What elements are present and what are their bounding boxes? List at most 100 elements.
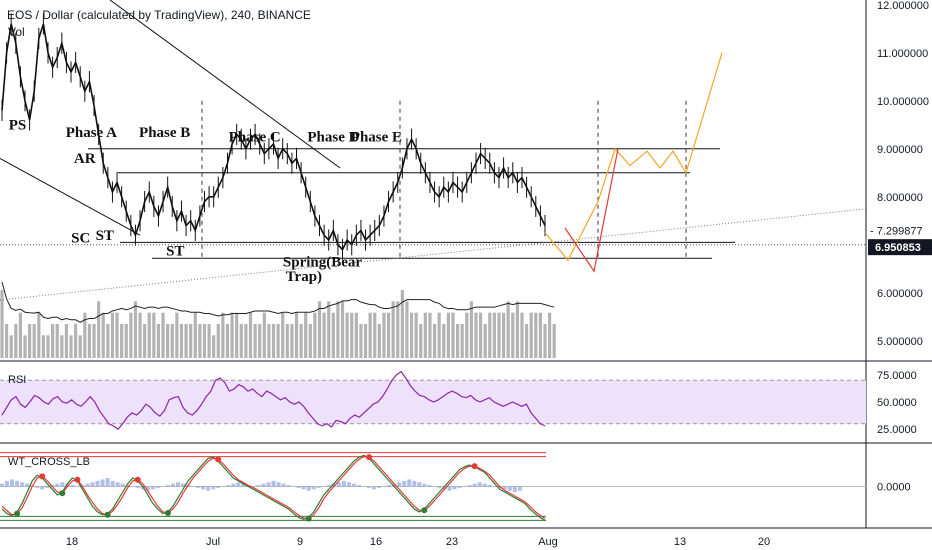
wt-histogram-bar [105, 478, 110, 487]
rsi-pane[interactable]: 75.0000 50.0000 25.0000 [0, 370, 917, 436]
volume-bar [308, 324, 312, 358]
wt-tick-label: 0.0000 [877, 482, 911, 494]
price-axis[interactable]: 12.000000 11.000000 10.000000 9.000000 8.000… [0, 0, 932, 529]
volume-bar [239, 324, 243, 358]
wt-histogram-bar [65, 483, 70, 487]
wt-histogram-bar [452, 486, 457, 490]
volume-bar [225, 324, 230, 358]
rsi-label: RSI [8, 374, 26, 386]
wt-histogram-bar [70, 485, 75, 487]
wt-histogram-bar [377, 486, 382, 488]
price-pane[interactable] [1, 13, 546, 261]
wt-histogram-bar [115, 482, 120, 487]
wt-histogram-bar [407, 479, 412, 487]
price-line [1, 23, 546, 251]
wt-histogram-bar [45, 486, 50, 488]
volume-bar [101, 312, 105, 358]
wt-histogram-bar [442, 486, 447, 490]
rsi-tick-label: 50.0000 [877, 397, 917, 409]
volume-bar [248, 312, 253, 358]
wt-histogram-bar [356, 485, 361, 487]
wt-histogram-bar [276, 482, 281, 487]
date-tick-label: 18 [66, 536, 78, 548]
wt-histogram-bar [316, 486, 321, 488]
date-tick-label: 9 [297, 536, 303, 548]
volume-bar [313, 312, 317, 358]
volume-bar [400, 290, 404, 358]
volume-bar [87, 324, 92, 358]
volume-bar [511, 312, 515, 358]
price-tick-label: 11.000000 [877, 48, 928, 60]
wt-histogram-bar [367, 486, 372, 488]
wt-cross-dot [74, 476, 81, 483]
volume-bar [106, 324, 110, 358]
volume-bar [46, 335, 50, 358]
volume-bar [423, 312, 427, 358]
wt-cross-pane[interactable]: 0.0000 [0, 452, 911, 522]
volume-bar [534, 312, 538, 358]
volume-bar [179, 324, 184, 358]
volume-bar [488, 312, 492, 358]
volume-bar [64, 324, 69, 358]
volume-bar [198, 324, 202, 358]
wt-histogram-bar [387, 485, 392, 487]
volume-bar [129, 312, 133, 358]
volume-bar [382, 312, 386, 358]
wt-histogram-bar [296, 486, 301, 488]
volume-bar [230, 312, 234, 358]
wt-histogram-bar [326, 485, 331, 487]
volume-bar [336, 301, 340, 358]
wt-histogram-bar [85, 483, 90, 487]
volume-bar [465, 312, 469, 358]
volume-bar [492, 312, 496, 358]
volume-bar [359, 324, 363, 358]
rsi-tick-label: 25.0000 [877, 424, 917, 436]
volume-bar [37, 312, 41, 358]
wt-histogram-bar [306, 486, 311, 491]
wt-histogram-bar [120, 483, 125, 487]
drawing-lines [0, 0, 867, 301]
volume-bar [41, 335, 46, 358]
chart-title: EOS / Dollar (calculated by TradingView)… [7, 8, 311, 22]
wt-label: WT_CROSS_LB [8, 456, 90, 468]
date-axis[interactable]: 18 Jul 9 16 23 Aug 13 20 [66, 536, 770, 548]
volume-bar [285, 324, 289, 358]
volume-bar [276, 324, 280, 358]
annotation-label: ST [96, 228, 114, 244]
volume-bar [432, 324, 437, 358]
wt-histogram-bar [336, 482, 341, 487]
volume-bar [327, 301, 331, 358]
wt-histogram-bar [467, 485, 472, 487]
volume-bar [83, 312, 87, 358]
date-tick-label: 16 [370, 536, 382, 548]
volume-bar [304, 312, 308, 358]
wt-histogram-bar [55, 483, 60, 487]
volume-bar [405, 301, 409, 358]
volume-bar [216, 324, 220, 358]
volume-bar [74, 324, 78, 358]
wt-histogram-bar [206, 486, 211, 491]
wt-histogram-bar [241, 483, 246, 487]
volume-bar [18, 312, 23, 358]
volume-bar [175, 312, 179, 358]
volume-bar [212, 335, 216, 358]
wt-histogram-bar [392, 483, 397, 487]
volume-bar [391, 301, 395, 358]
volume-bar [524, 324, 529, 358]
wt-histogram-bar [271, 480, 276, 487]
volume-bar [253, 324, 257, 358]
wt-histogram-bar [397, 482, 402, 487]
wt2-line [1, 455, 546, 520]
trendline-rising-dotted [0, 208, 867, 301]
annotation-label: AR [74, 151, 96, 167]
volume-bar [515, 301, 519, 358]
wt-histogram-bar [155, 486, 160, 488]
wt-histogram-bar [447, 486, 452, 491]
wt-histogram-bar [266, 482, 271, 487]
volume-bar [469, 301, 473, 358]
volume-bar [161, 312, 165, 358]
annotation-label: Spring(Bear [283, 254, 363, 270]
volume-ma-line [1, 281, 555, 323]
volume-bar [501, 312, 506, 358]
